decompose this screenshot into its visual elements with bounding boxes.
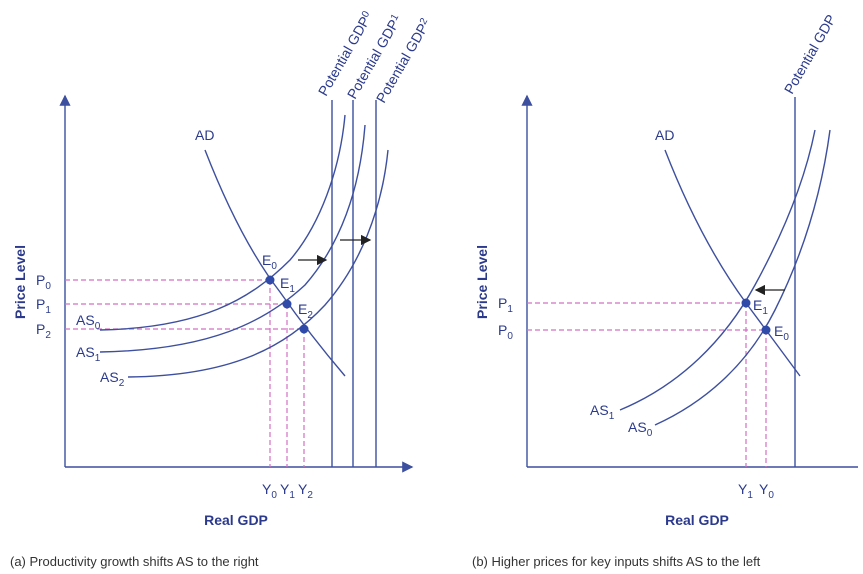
output-label: Y2 [298, 481, 313, 501]
as-curve [619, 129, 816, 411]
y-axis-label: Price Level [474, 245, 490, 319]
price-label: P0 [36, 272, 51, 292]
curve-label: AD [195, 127, 214, 143]
equilibrium-point [282, 299, 292, 309]
curve-label: AS1 [590, 402, 615, 422]
equilibrium-label: E1 [753, 297, 768, 317]
price-label: P1 [498, 295, 513, 315]
curve-label: AS0 [76, 312, 101, 332]
x-axis-label: Real GDP [665, 512, 729, 528]
equilibrium-point [761, 325, 771, 335]
price-label: P1 [36, 296, 51, 316]
curve-label: AS2 [100, 369, 125, 389]
equilibrium-label: E0 [262, 252, 277, 272]
price-label: P0 [498, 322, 513, 342]
ad-curve [664, 149, 801, 377]
caption: (a) Productivity growth shifts AS to the… [10, 554, 259, 569]
equilibrium-label: E1 [280, 275, 295, 295]
as-curve [127, 149, 389, 378]
curve-label: AS0 [628, 419, 653, 439]
as-curve [99, 124, 366, 353]
as-curve [654, 129, 831, 426]
x-axis-label: Real GDP [204, 512, 268, 528]
panel-a: AD AS0 AS1 AS2 Potential GDP0 Potential … [10, 9, 431, 569]
ad-curve [204, 149, 346, 377]
output-label: Y1 [738, 481, 753, 501]
curve-label: AD [655, 127, 674, 143]
equilibrium-point [299, 324, 309, 334]
equilibrium-point [741, 298, 751, 308]
caption: (b) Higher prices for key inputs shifts … [472, 554, 761, 569]
output-label: Y1 [280, 481, 295, 501]
y-axis-label: Price Level [12, 245, 28, 319]
potential-label: Potential GDP [781, 12, 839, 97]
curve-label: AS1 [76, 344, 101, 364]
panel-b: AD AS1 AS0 Potential GDP P1 P0 Y1 Y0 E1 … [472, 12, 858, 569]
price-label: P2 [36, 321, 51, 341]
equilibrium-label: E2 [298, 301, 313, 321]
output-label: Y0 [262, 481, 277, 501]
equilibrium-label: E0 [774, 323, 789, 343]
equilibrium-point [265, 275, 275, 285]
output-label: Y0 [759, 481, 774, 501]
as-curve [99, 114, 346, 331]
